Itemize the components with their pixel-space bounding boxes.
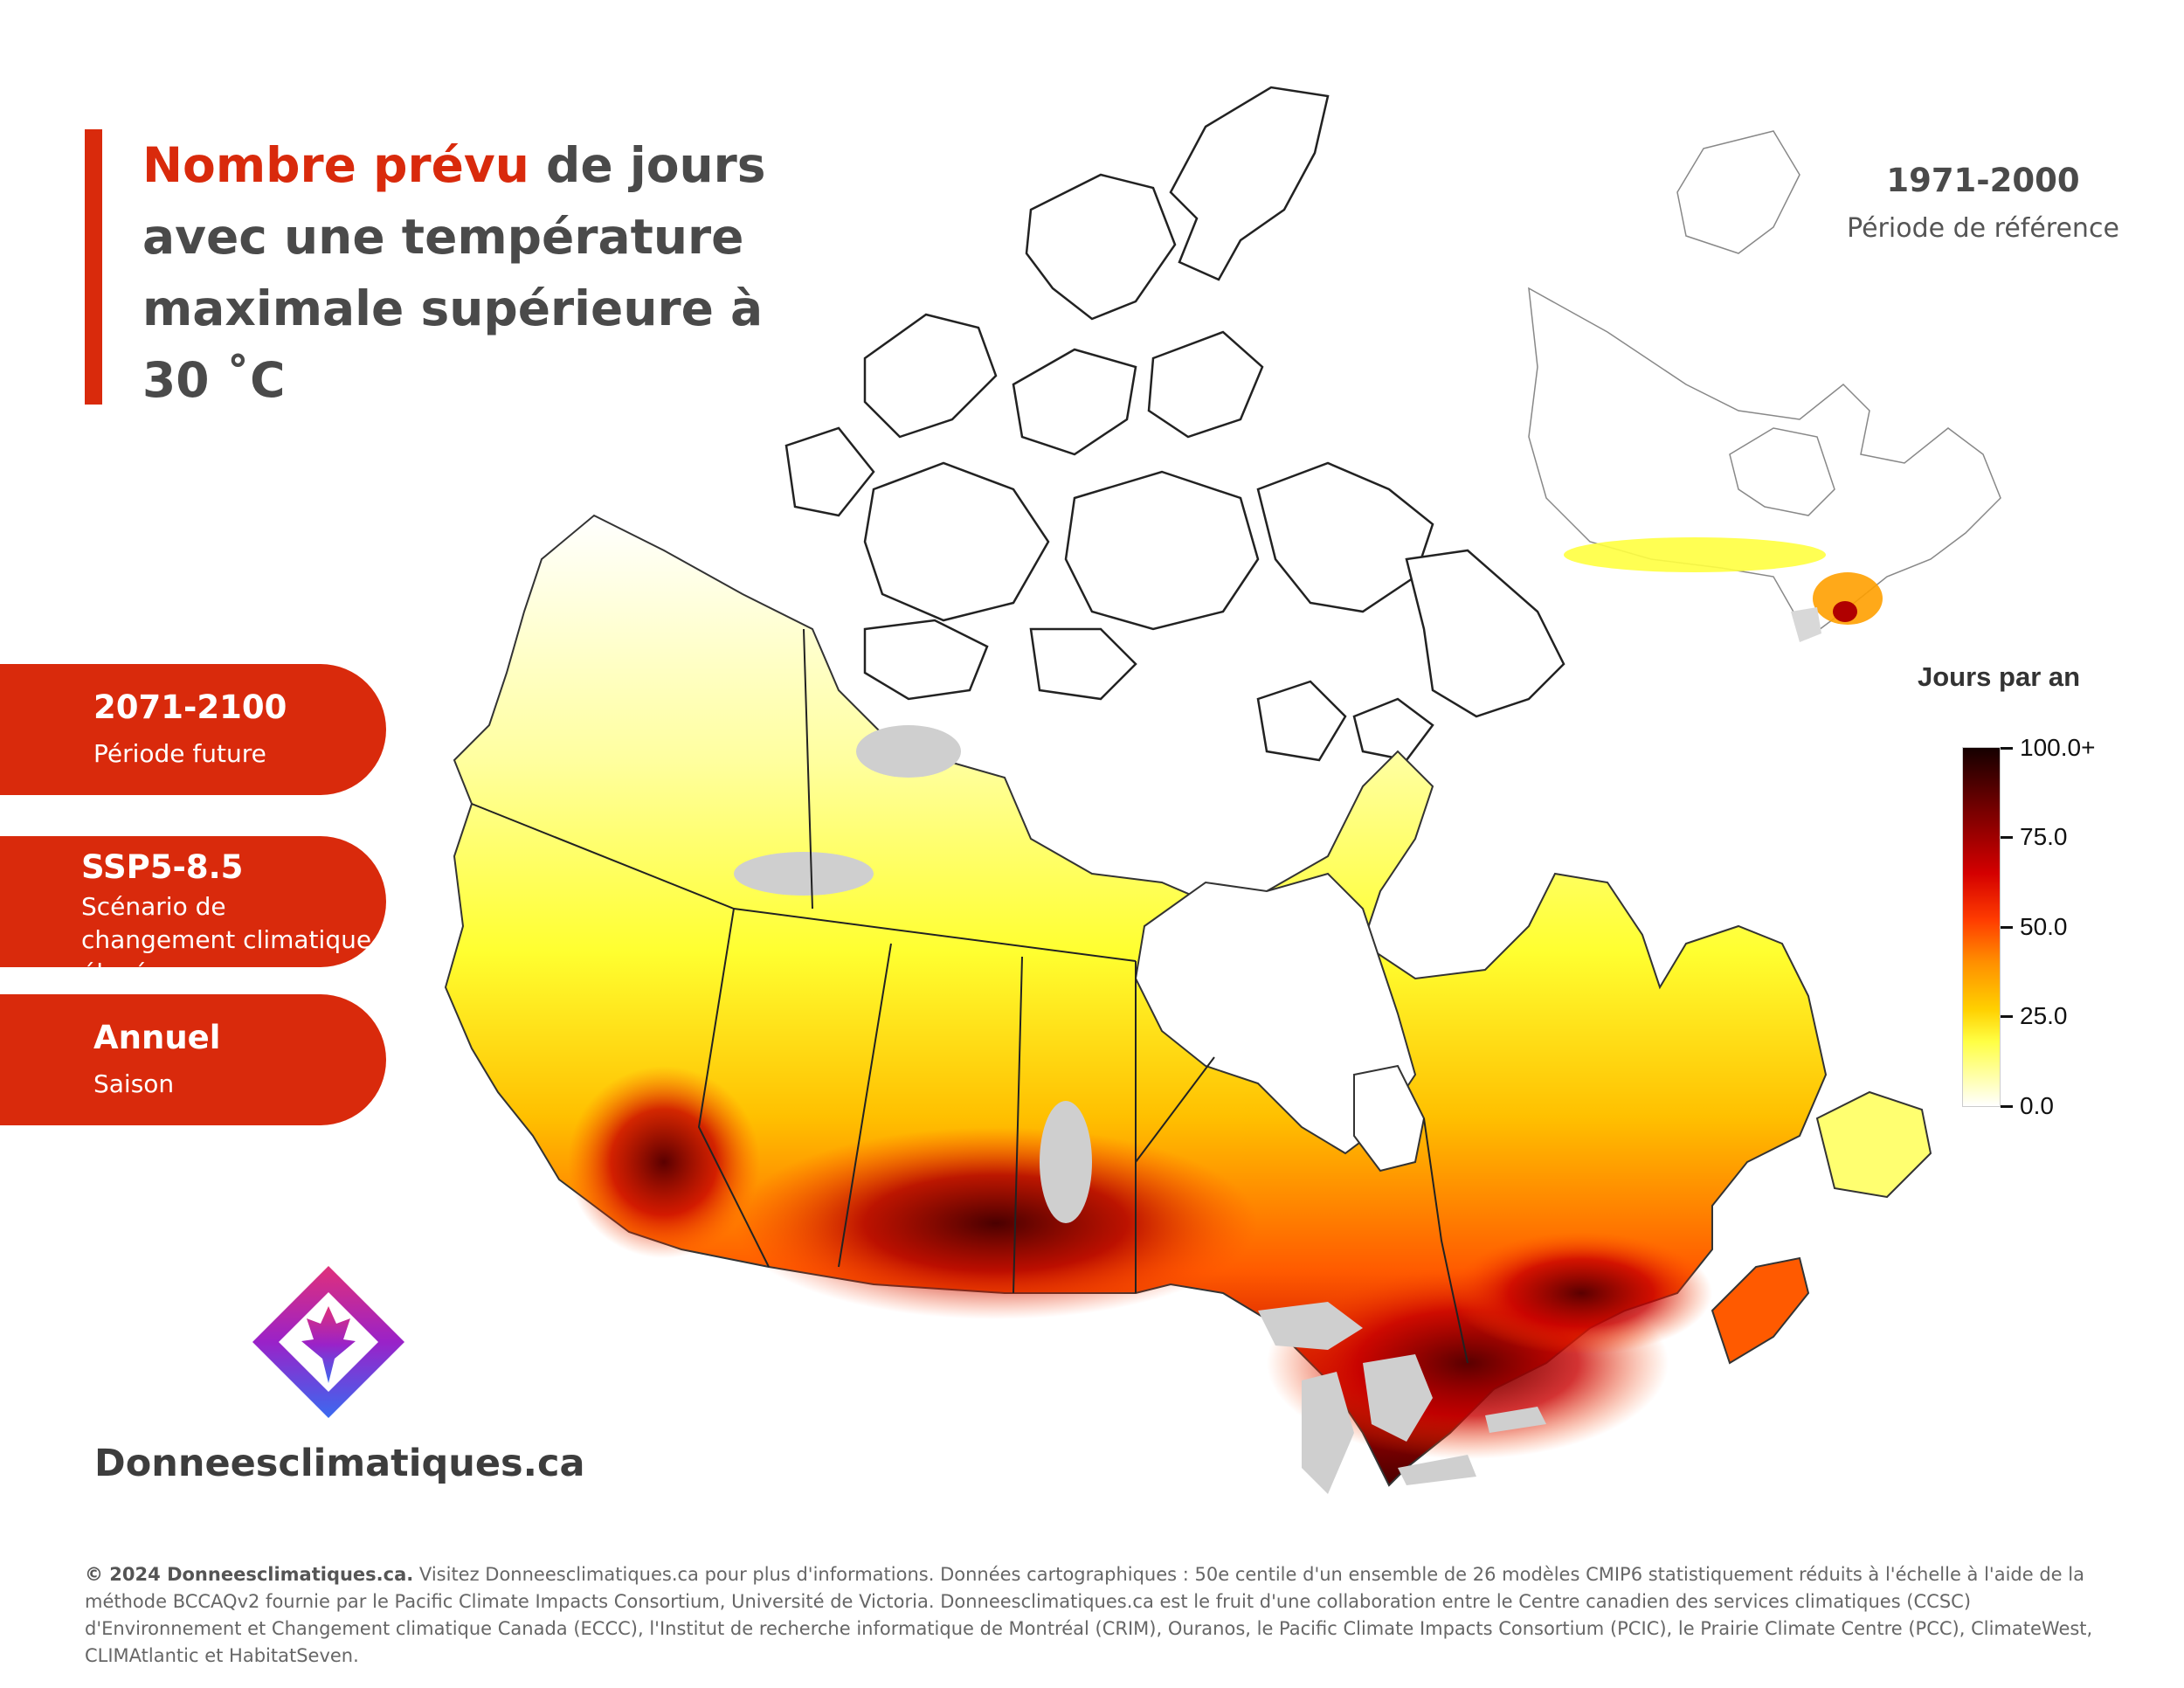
legend-label-0: 0.0 — [2020, 1092, 2054, 1119]
period-panel: 2071-2100 Période future — [0, 664, 386, 795]
period-value: 2071-2100 — [93, 688, 287, 726]
newfoundland — [1815, 1090, 1932, 1199]
legend-tick — [2001, 747, 2013, 750]
season-value: Annuel — [93, 1019, 221, 1056]
map-title: Nombre prévu de jours avec une températu… — [142, 129, 806, 416]
legend-title: Jours par an — [1918, 661, 2081, 692]
james-bay — [1353, 1064, 1426, 1173]
map-title-accent: Nombre prévu — [142, 137, 529, 193]
period-label: Période future — [93, 739, 266, 768]
hotspot-st-lawrence — [1450, 1232, 1712, 1354]
legend-tick — [2001, 1015, 2013, 1018]
footer-copyright: © 2024 Donneesclimatiques.ca. — [85, 1564, 414, 1585]
inset-map — [1528, 130, 2001, 642]
footer-credits: © 2024 Donneesclimatiques.ca. Visitez Do… — [85, 1561, 2094, 1670]
hotspot-prairies — [734, 1127, 1258, 1319]
scenario-value: SSP5-8.5 — [81, 848, 244, 886]
legend-label-75: 75.0 — [2020, 823, 2068, 850]
inset-ontario-heat — [1813, 572, 1883, 625]
legend-label-50: 50.0 — [2020, 913, 2068, 940]
season-label: Saison — [93, 1069, 175, 1098]
legend-label-max: 100.0+ — [2020, 734, 2096, 761]
donneesclimatiques-logo — [252, 1266, 404, 1418]
title-accent-bar — [85, 129, 102, 405]
scenario-label: Scénario de changement climatique élevé — [81, 892, 372, 987]
province-borders — [471, 628, 1469, 1364]
inset-subtitle: Période de référence — [1847, 213, 2119, 244]
footer-text: Visitez Donneesclimatiques.ca pour plus … — [85, 1564, 2093, 1666]
inset-title: 1971-2000 — [1886, 162, 2080, 199]
inset-south-heat — [1564, 537, 1826, 572]
hotspot-bc-valleys — [568, 1066, 760, 1258]
nova-scotia — [1711, 1256, 1810, 1365]
inset-great-lakes — [1791, 607, 1821, 642]
legend-colorbar — [1962, 747, 2001, 1107]
inset-arctic-islands — [1676, 130, 1800, 254]
inset-hudson-bay — [1729, 427, 1835, 516]
great-lakes — [734, 725, 1546, 1494]
legend-tick — [2001, 926, 2013, 929]
legend-tick — [2001, 836, 2013, 839]
legend-tick — [2001, 1105, 2013, 1108]
arctic-islands — [784, 86, 1565, 762]
legend-label-25: 25.0 — [2020, 1002, 2068, 1029]
season-panel: Annuel Saison — [0, 994, 386, 1125]
scenario-panel: SSP5-8.5 Scénario de changement climatiq… — [0, 836, 386, 987]
brand-name: Donneesclimatiques.ca — [94, 1442, 585, 1485]
map-title-rest: de jours avec une température maximale s… — [142, 137, 766, 408]
inset-ontario-hot — [1833, 601, 1857, 622]
